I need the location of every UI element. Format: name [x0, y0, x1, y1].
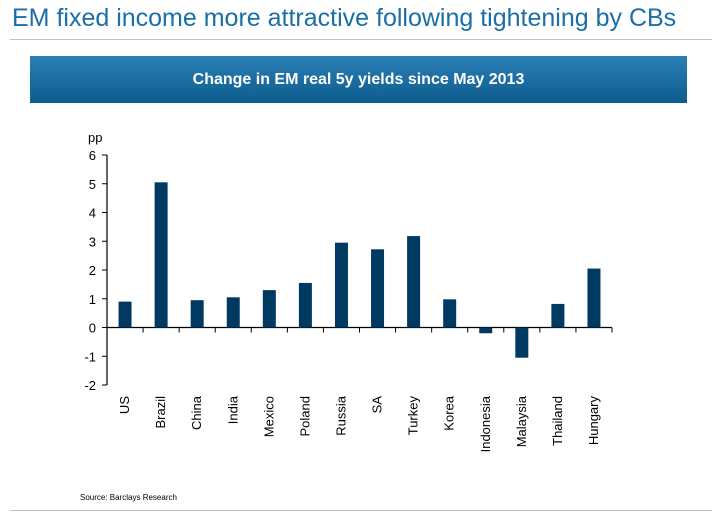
bar-china	[190, 300, 204, 328]
y-tick-label: 3	[89, 234, 96, 249]
bar-india	[226, 297, 240, 328]
bar-brazil	[154, 182, 168, 328]
x-tick-label: Mexico	[261, 396, 276, 437]
x-tick-labels: US Brazil China India Mexico Poland Russia SA Tu…	[117, 395, 601, 452]
x-tick-label: SA	[370, 396, 385, 414]
bar-malaysia	[515, 327, 529, 358]
y-tick-label: -1	[84, 349, 96, 364]
x-tick-label: Indonesia	[478, 395, 493, 452]
y-tick-label: 2	[89, 263, 96, 278]
bar-sa	[371, 249, 385, 328]
y-tick-label: 4	[89, 206, 96, 221]
bar-russia	[334, 242, 348, 328]
x-tick-label: Turkey	[406, 396, 421, 436]
chart-banner: Change in EM real 5y yields since May 20…	[30, 56, 687, 103]
chart-title: Change in EM real 5y yields since May 20…	[192, 70, 525, 88]
x-tick-label: Russia	[333, 395, 348, 436]
x-tick-label: Hungary	[586, 396, 601, 446]
y-tick-label: 0	[89, 321, 96, 336]
bar-us	[118, 301, 132, 328]
bar-mexico	[262, 290, 276, 328]
bars	[118, 182, 601, 358]
x-tick-label: China	[189, 395, 204, 430]
footer-divider	[10, 510, 712, 511]
y-axis-label: pp	[88, 130, 102, 145]
x-tick-label: Poland	[297, 396, 312, 436]
bar-poland	[298, 282, 312, 328]
y-tick-label: 1	[89, 292, 96, 307]
slide-title: EM fixed income more attractive followin…	[12, 4, 677, 32]
x-tick-label: US	[117, 396, 132, 414]
bar-korea	[443, 299, 457, 328]
y-tick-label: 6	[89, 148, 96, 163]
y-tick-label: 5	[89, 177, 96, 192]
bar-hungary	[587, 268, 601, 328]
x-tick-label: Brazil	[153, 396, 168, 429]
source-note: Source: Barclays Research	[80, 493, 177, 502]
x-tick-label: India	[225, 395, 240, 424]
bar-indonesia	[479, 327, 493, 334]
title-divider	[10, 39, 712, 40]
x-tick-label: Korea	[442, 395, 457, 430]
bar-turkey	[407, 236, 421, 328]
bar-thailand	[551, 303, 565, 328]
x-tick-label: Thailand	[550, 396, 565, 446]
y-tick-label: -2	[84, 378, 96, 393]
x-tick-label: Malaysia	[514, 395, 529, 447]
